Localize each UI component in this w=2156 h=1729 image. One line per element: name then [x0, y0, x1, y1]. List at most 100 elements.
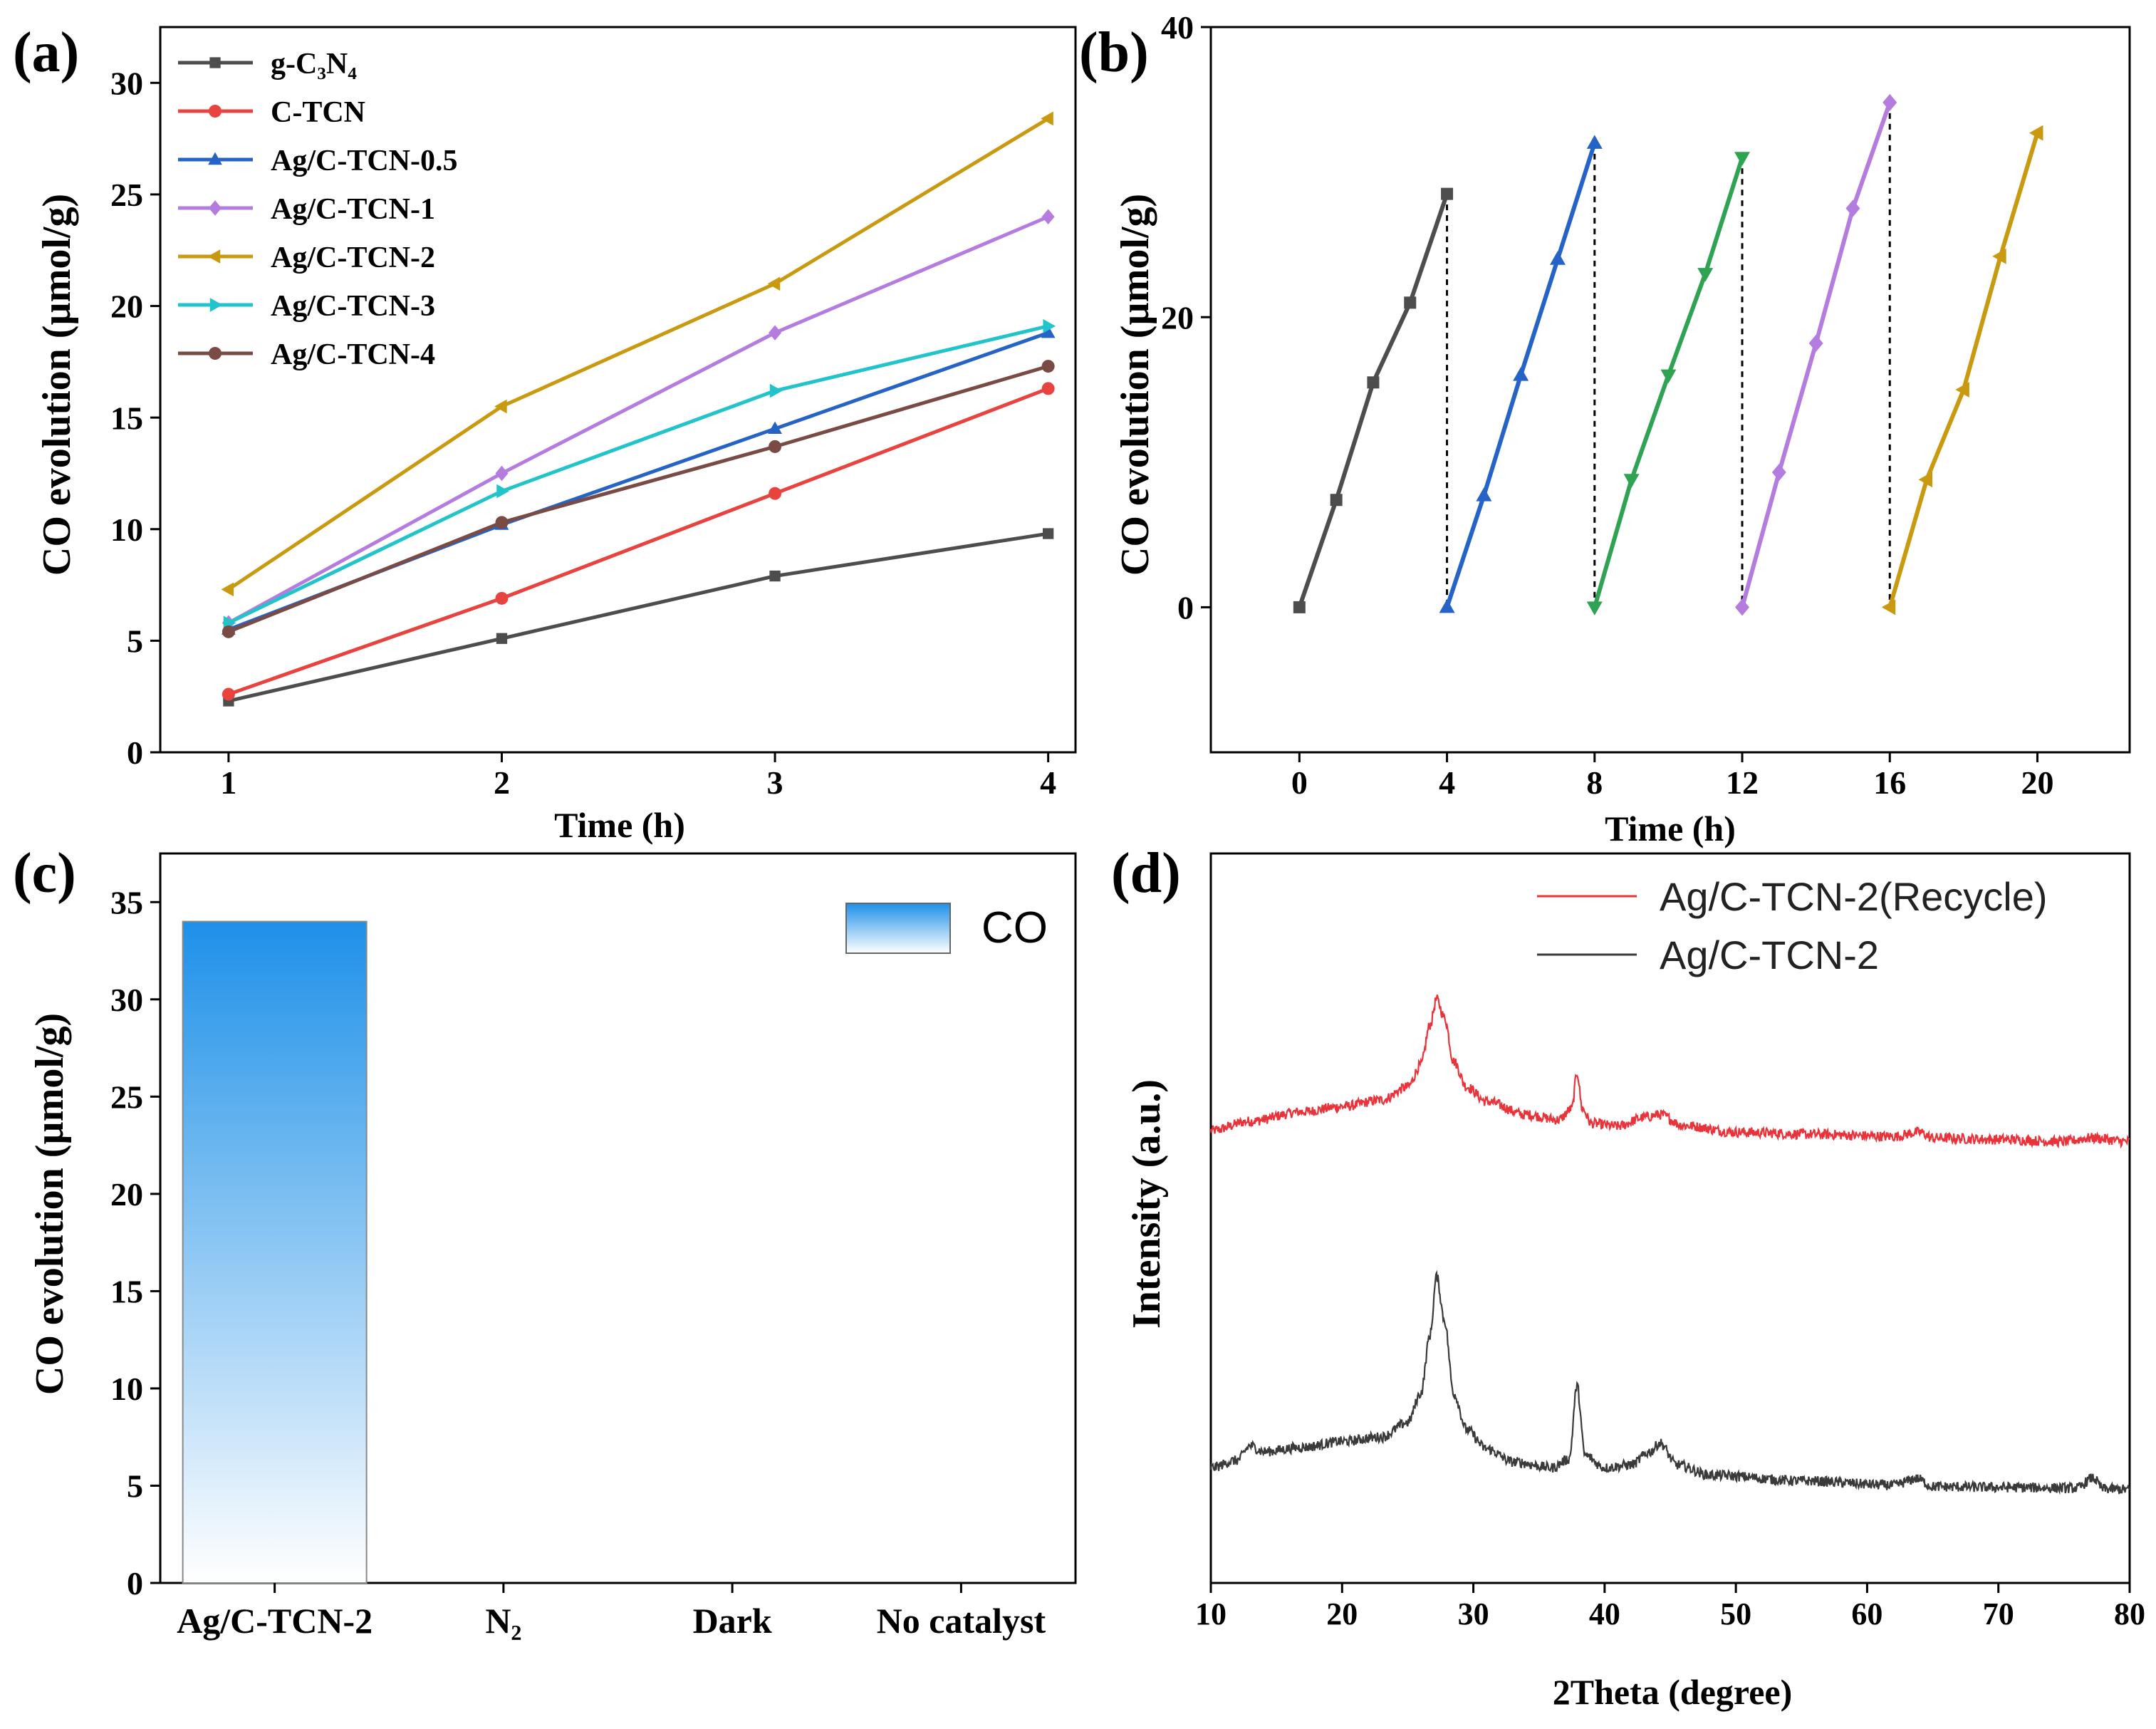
panel-c-ytick-label: 25 [110, 1079, 143, 1115]
panel-c-category-label: No catalyst [877, 1601, 1046, 1641]
panel-c-legend-swatch [845, 903, 951, 954]
panel-a-xtick-label: 3 [767, 764, 783, 801]
panel-d-xtick-label: 30 [1458, 1596, 1489, 1631]
panel-a-legend-label: Ag/C-TCN-2 [271, 242, 435, 274]
panel-b-point [1697, 268, 1714, 282]
panel-c-plot: 0 5 10 15 20 25 30 35 Ag/C-TCN-2 N₂ Dark No catalys… [110, 852, 1077, 1641]
panel-a-point [1041, 325, 1056, 338]
panel-d-legend-label: Ag/C-TCN-2(Recycle) [1660, 874, 2048, 919]
panel-a-ytick-label: 0 [127, 734, 143, 771]
panel-a-legend-marker [209, 347, 222, 360]
panel-a-legend-marker [209, 200, 222, 216]
panel-a-point [222, 687, 235, 701]
panel-a-series-line [227, 117, 1049, 591]
panel-a-point [769, 570, 781, 582]
panel-a-point [222, 625, 235, 638]
panel-b-point [1845, 199, 1860, 217]
panel-a-legend-marker [208, 152, 222, 165]
panel-b-point [1882, 93, 1897, 111]
panel-b-point [1955, 382, 1969, 398]
panel-a-point [768, 421, 782, 435]
panel-b-series-line [1297, 193, 1449, 608]
panel-a-frame [159, 26, 1077, 754]
panel-b-xtick-label: 20 [2021, 764, 2053, 801]
panel-b-point [1293, 601, 1306, 613]
panel-d-xtick-label: 20 [1326, 1596, 1358, 1631]
panel-b-point [1623, 474, 1640, 488]
panel-c-ytick-label: 5 [127, 1468, 143, 1505]
panel-a-point [769, 440, 782, 453]
panel-d-legend-label: Ag/C-TCN-2 [1660, 933, 1879, 977]
panel-c-legend-label: CO [981, 903, 1048, 952]
panel-a-series-line [228, 387, 1049, 696]
panel-a-ytick-label: 30 [110, 65, 143, 101]
panel-c-ytick-label: 30 [110, 982, 143, 1018]
panel-c-category-label: Ag/C-TCN-2 [177, 1601, 373, 1641]
panel-c-category-label: N₂ [485, 1601, 521, 1641]
panel-a-point [1042, 528, 1054, 539]
panel-a-point [1041, 382, 1055, 395]
panel-b-point [1586, 601, 1603, 616]
panel-b-ytick-label: 0 [1177, 590, 1194, 626]
panel-d-xrd-pattern [1209, 995, 2130, 1149]
panel-d-xrd-pattern [1209, 1270, 2130, 1495]
panel-a-point [495, 591, 509, 605]
panel-a-legend-marker [209, 105, 222, 118]
panel-a-point [769, 383, 783, 398]
panel-b-point [2029, 125, 2043, 141]
panel-b-xtick-label: 16 [1873, 764, 1906, 801]
panel-a-point [1041, 209, 1055, 225]
panel-a-xtick-label: 4 [1040, 764, 1056, 801]
panel-b-point [1441, 187, 1454, 200]
panel-a-legend-label: C-TCN [271, 96, 365, 129]
panel-a-legend-label: Ag/C-TCN-4 [271, 338, 435, 371]
panel-a-series-line [227, 214, 1049, 625]
panel-a-point [769, 325, 782, 341]
panel-b-point [1808, 334, 1823, 352]
panel-a-legend-label: Ag/C-TCN-1 [271, 193, 435, 226]
panel-d-xtick-label: 80 [2114, 1596, 2145, 1631]
panel-a-point [1043, 318, 1056, 333]
panel-d-frame [1209, 852, 2131, 1584]
panel-b-frame [1209, 26, 2131, 754]
panel-label-a: (a) [13, 21, 79, 84]
panel-c-ylabel: CO evolution (µmol/g) [28, 1013, 72, 1395]
panel-b-ytick-label: 20 [1161, 299, 1194, 336]
panel-d-xtick-label: 10 [1195, 1596, 1227, 1631]
panel-c-ytick-label: 10 [110, 1371, 143, 1407]
panel-a-ylabel: CO evolution (µmol/g) [35, 194, 79, 576]
panel-b-xtick-label: 0 [1291, 764, 1308, 801]
panel-b-xtick-label: 4 [1439, 764, 1455, 801]
panel-d-plot: 10 20 30 40 50 60 70 80 Ag/C-TCN-2(Recycle) Ag/C-… [1195, 852, 2145, 1631]
panel-b-point [1367, 376, 1380, 389]
panel-a-point [221, 582, 234, 597]
panel-a-point [496, 633, 508, 644]
panel-b-point [1476, 487, 1492, 502]
panel-c-category-label: Dark [693, 1601, 772, 1641]
panel-a-ytick-label: 5 [127, 623, 143, 659]
panel-c-bar [182, 920, 368, 1584]
panel-b-point [1918, 472, 1933, 488]
panel-d-xtick-label: 60 [1851, 1596, 1882, 1631]
panel-d-xtick-label: 50 [1720, 1596, 1751, 1631]
panel-a-point [767, 276, 781, 291]
panel-a-point [495, 516, 509, 529]
panel-a-ytick-label: 20 [110, 289, 143, 325]
panel-b-point [1513, 367, 1529, 381]
panel-a-point [1041, 111, 1053, 126]
panel-a-legend-label: Ag/C-TCN-3 [271, 290, 435, 323]
panel-a-series-line [227, 324, 1049, 625]
panel-a-xtick-label: 2 [494, 764, 510, 801]
panel-b-point [1771, 464, 1786, 482]
panel-b-point [1660, 369, 1677, 384]
panel-b-point [1992, 248, 2006, 264]
panel-c-ytick-label: 35 [110, 884, 143, 920]
panel-a-series-line [228, 531, 1049, 703]
panel-b-point [1734, 152, 1751, 166]
panel-a-ytick-label: 25 [110, 177, 143, 213]
panel-a-series-line [227, 331, 1049, 632]
panel-a-legend-label: Ag/C-TCN-0.5 [271, 145, 457, 177]
panel-a-legend-label: g-C₃N₄ [271, 48, 357, 81]
panel-c-frame [159, 852, 1077, 1584]
